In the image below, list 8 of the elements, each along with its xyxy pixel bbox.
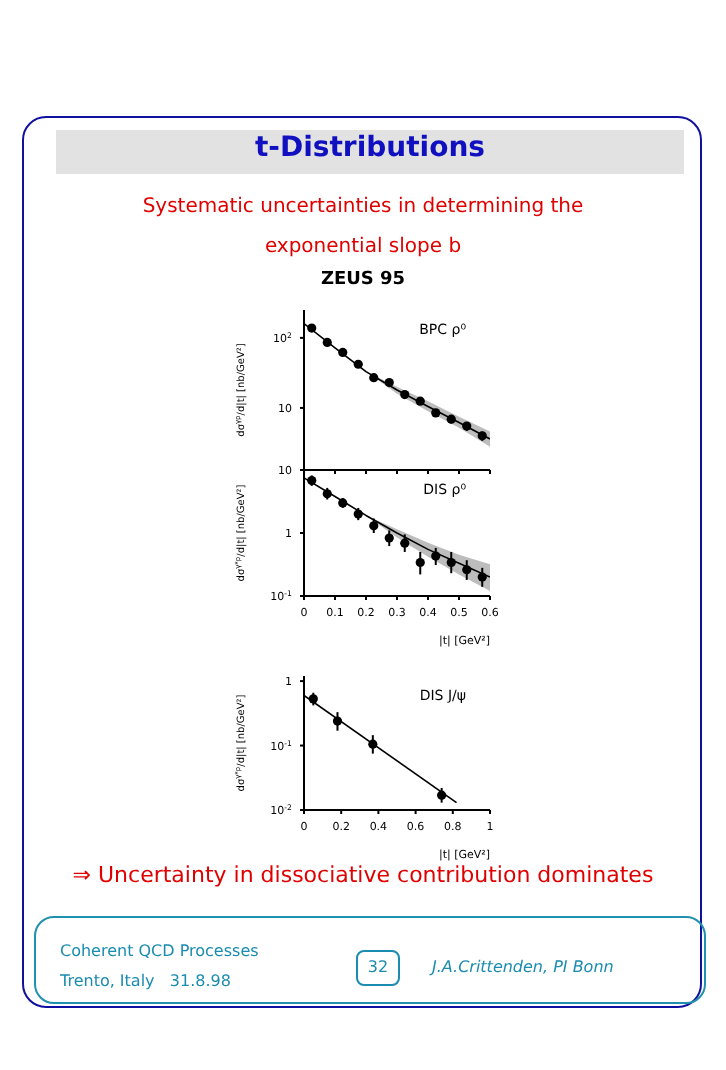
- text: Coherent QCD Processes: [60, 942, 259, 960]
- text: ⇒ Uncertainty in dissociative contribution dominates: [70, 862, 656, 888]
- text: ZEUS 95: [318, 270, 408, 290]
- chart-subtitle: Systematic uncertainties in determining the exponential slope b: [140, 194, 586, 262]
- text: Trento, Italy 31.8.98: [60, 972, 231, 990]
- page-number-box: 32: [356, 950, 400, 986]
- chart-title: t-Distributions: [252, 132, 488, 164]
- text: J.A.Crittenden, PI Bonn: [432, 958, 614, 976]
